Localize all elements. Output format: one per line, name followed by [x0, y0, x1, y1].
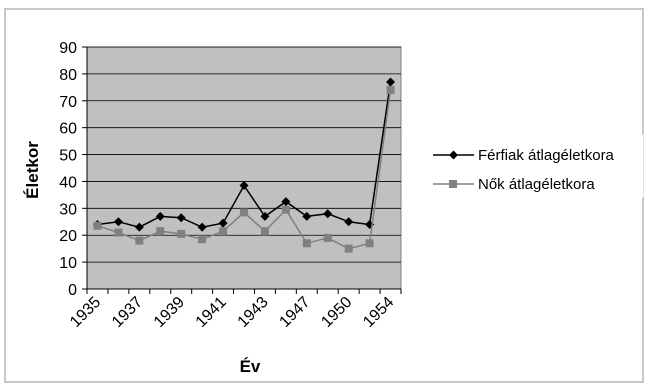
y-axis-ticks: 0 10 20 30 40 50 60 70 80 90: [59, 40, 87, 299]
y-tick-label: 20: [59, 228, 77, 245]
data-point-square: [135, 236, 144, 245]
x-tick-label: 1950: [318, 294, 355, 331]
legend-marker-square: [449, 180, 457, 188]
data-point-square: [93, 221, 102, 230]
x-tick-label: 1941: [193, 294, 230, 331]
y-tick-label: 30: [59, 201, 77, 218]
legend-label-men: Férfiak átlagéletkora: [478, 147, 615, 164]
plot-area: [86, 46, 402, 290]
data-point-square: [177, 229, 186, 238]
data-point-square: [219, 227, 228, 236]
data-point-diamond: [260, 211, 270, 221]
legend: Férfiak átlagéletkora Nők átlagéletkora: [426, 134, 644, 198]
y-tick-label: 0: [68, 282, 77, 299]
y-axis-title: Életkor: [23, 141, 42, 199]
x-tick-label: 1937: [109, 294, 146, 331]
y-tick-label: 50: [59, 148, 77, 165]
y-tick-label: 40: [59, 174, 77, 191]
x-tick-label: 1943: [235, 294, 272, 331]
data-point-diamond: [302, 211, 312, 221]
y-tick-label: 90: [59, 40, 77, 57]
data-point-diamond: [218, 218, 228, 228]
data-point-square: [281, 205, 290, 214]
data-point-square: [344, 244, 353, 253]
data-point-diamond: [197, 222, 207, 232]
gridlines: [87, 46, 401, 263]
data-point-square: [260, 227, 269, 236]
data-point-square: [302, 239, 311, 248]
data-point-diamond: [239, 180, 249, 190]
data-point-diamond: [134, 222, 144, 232]
legend-box: [426, 134, 644, 198]
data-point-diamond: [344, 217, 354, 227]
data-point-diamond: [176, 213, 186, 223]
series-layer: [92, 77, 396, 253]
x-axis-ticks: 1935 1937 1939 1941 1943 1947 1950 1954: [67, 289, 402, 331]
data-point-square: [198, 235, 207, 244]
data-point-square: [386, 86, 395, 95]
y-tick-label: 70: [59, 94, 77, 111]
x-tick-label: 1954: [360, 294, 397, 331]
y-tick-label: 80: [59, 67, 77, 84]
y-tick-label: 60: [59, 121, 77, 138]
data-point-square: [365, 239, 374, 248]
data-point-diamond: [386, 77, 396, 87]
data-point-diamond: [281, 197, 291, 207]
x-axis-title: Év: [240, 357, 261, 376]
legend-marker-diamond: [449, 150, 458, 160]
data-point-square: [156, 227, 165, 236]
x-tick-label: 1947: [276, 294, 313, 331]
x-tick-label: 1939: [151, 294, 188, 331]
data-point-diamond: [323, 209, 333, 219]
legend-label-women: Nők átlagéletkora: [478, 176, 595, 193]
data-point-diamond: [155, 211, 165, 221]
y-tick-label: 10: [59, 255, 77, 272]
data-point-square: [323, 233, 332, 242]
data-point-diamond: [113, 217, 123, 227]
x-tick-label: 1935: [67, 294, 104, 331]
data-point-square: [114, 228, 123, 237]
data-point-square: [240, 208, 248, 217]
axes: [86, 47, 401, 290]
